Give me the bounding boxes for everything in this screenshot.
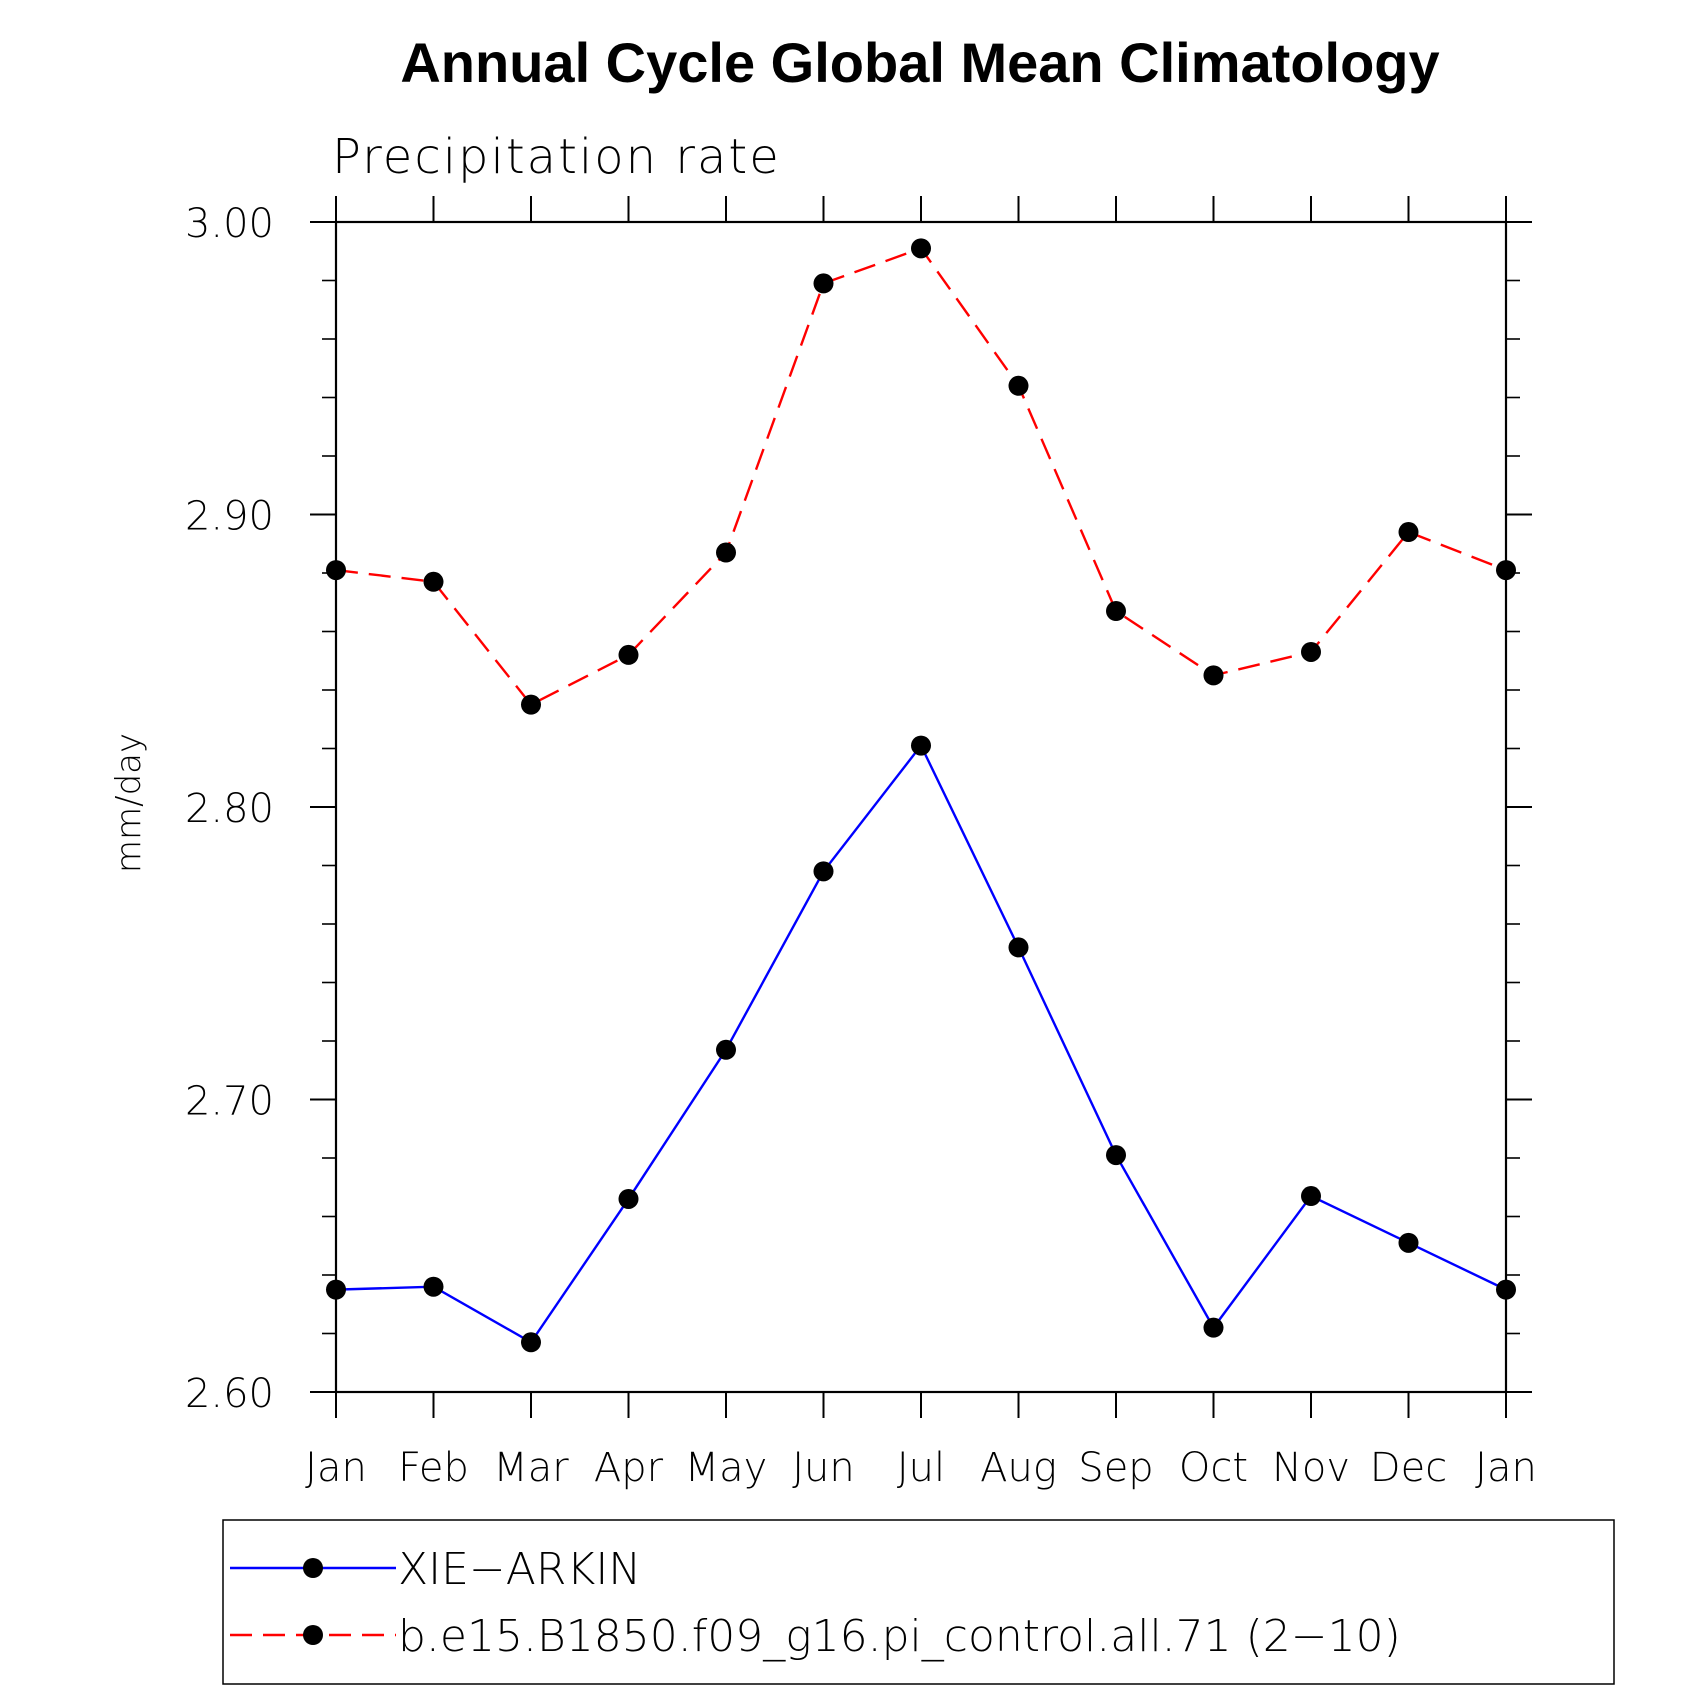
- data-point: [911, 238, 931, 259]
- data-point: [1106, 601, 1126, 622]
- legend-item-1: XIE−ARKIN: [230, 1544, 641, 1595]
- y-tick-label: 2.70: [185, 1079, 274, 1125]
- data-point: [326, 1279, 346, 1300]
- data-point: [423, 1276, 444, 1297]
- data-point: [1008, 375, 1029, 396]
- x-tick-label: Nov: [1272, 1445, 1350, 1491]
- data-point: [1496, 1279, 1516, 1300]
- data-point: [1008, 937, 1029, 958]
- data-point: [423, 571, 444, 592]
- data-point: [1301, 1186, 1321, 1207]
- x-tick-label: Jun: [792, 1445, 855, 1491]
- y-tick-label: 2.60: [185, 1371, 274, 1417]
- axis-tick-labels: Jan Feb Mar Apr May Jun Jul Aug Sep Oct Nov Dec Jan 2…: [185, 201, 1537, 1491]
- legend-label: XIE−ARKIN: [398, 1544, 641, 1595]
- plot-area: [334, 220, 1508, 1394]
- y-tick-label: 2.80: [185, 786, 274, 832]
- data-point: [1496, 560, 1516, 581]
- data-point: [1398, 522, 1419, 543]
- x-tick-label: Aug: [980, 1445, 1057, 1491]
- data-point: [618, 644, 639, 665]
- x-tick-label: Apr: [594, 1445, 664, 1491]
- legend-label: b.e15.B1850.f09_g16.pi_control.all.71 (2…: [398, 1611, 1401, 1662]
- data-point: [1301, 641, 1321, 662]
- data-point: [1203, 1317, 1224, 1338]
- x-tick-label: Feb: [398, 1445, 469, 1491]
- legend-marker: [303, 1558, 323, 1578]
- x-tick-label: May: [685, 1445, 768, 1491]
- legend-item-2: b.e15.B1850.f09_g16.pi_control.all.71 (2…: [230, 1611, 1401, 1662]
- axis-ticks: [310, 196, 1532, 1418]
- x-tick-label: Jul: [897, 1445, 945, 1491]
- data-point: [618, 1188, 639, 1209]
- y-tick-label: 2.90: [185, 494, 274, 540]
- legend: XIE−ARKIN b.e15.B1850.f09_g16.pi_control.…: [222, 1519, 1615, 1685]
- y-tick-label: 3.00: [185, 201, 274, 247]
- data-point: [1203, 665, 1224, 686]
- chart-subtitle: Precipitation rate: [332, 129, 781, 185]
- x-tick-label: Oct: [1179, 1445, 1248, 1491]
- series-2: [326, 238, 1516, 715]
- x-tick-label: Mar: [493, 1445, 569, 1491]
- data-point: [813, 861, 834, 882]
- data-point: [813, 273, 834, 294]
- data-point: [521, 1332, 541, 1353]
- series-line: [335, 743, 1507, 1344]
- data-point: [716, 1039, 736, 1060]
- x-tick-label: Jan: [305, 1445, 367, 1491]
- data-point: [521, 694, 541, 715]
- data-point: [911, 735, 931, 756]
- x-tick-label: Jan: [1475, 1445, 1537, 1491]
- x-tick-label: Sep: [1078, 1445, 1153, 1491]
- chart-title: Annual Cycle Global Mean Climatology: [400, 31, 1439, 94]
- x-tick-label: Dec: [1370, 1445, 1447, 1491]
- data-point: [1106, 1145, 1126, 1166]
- series-1: [326, 735, 1516, 1353]
- data-point: [326, 560, 346, 581]
- data-point: [1398, 1232, 1419, 1253]
- data-series: [326, 238, 1516, 1353]
- plot-frame: [334, 220, 1508, 1394]
- legend-marker: [303, 1625, 323, 1645]
- legend-box: [222, 1519, 1615, 1685]
- y-axis-label: mm/day: [109, 733, 149, 873]
- series-line: [335, 246, 1507, 707]
- data-point: [716, 542, 736, 563]
